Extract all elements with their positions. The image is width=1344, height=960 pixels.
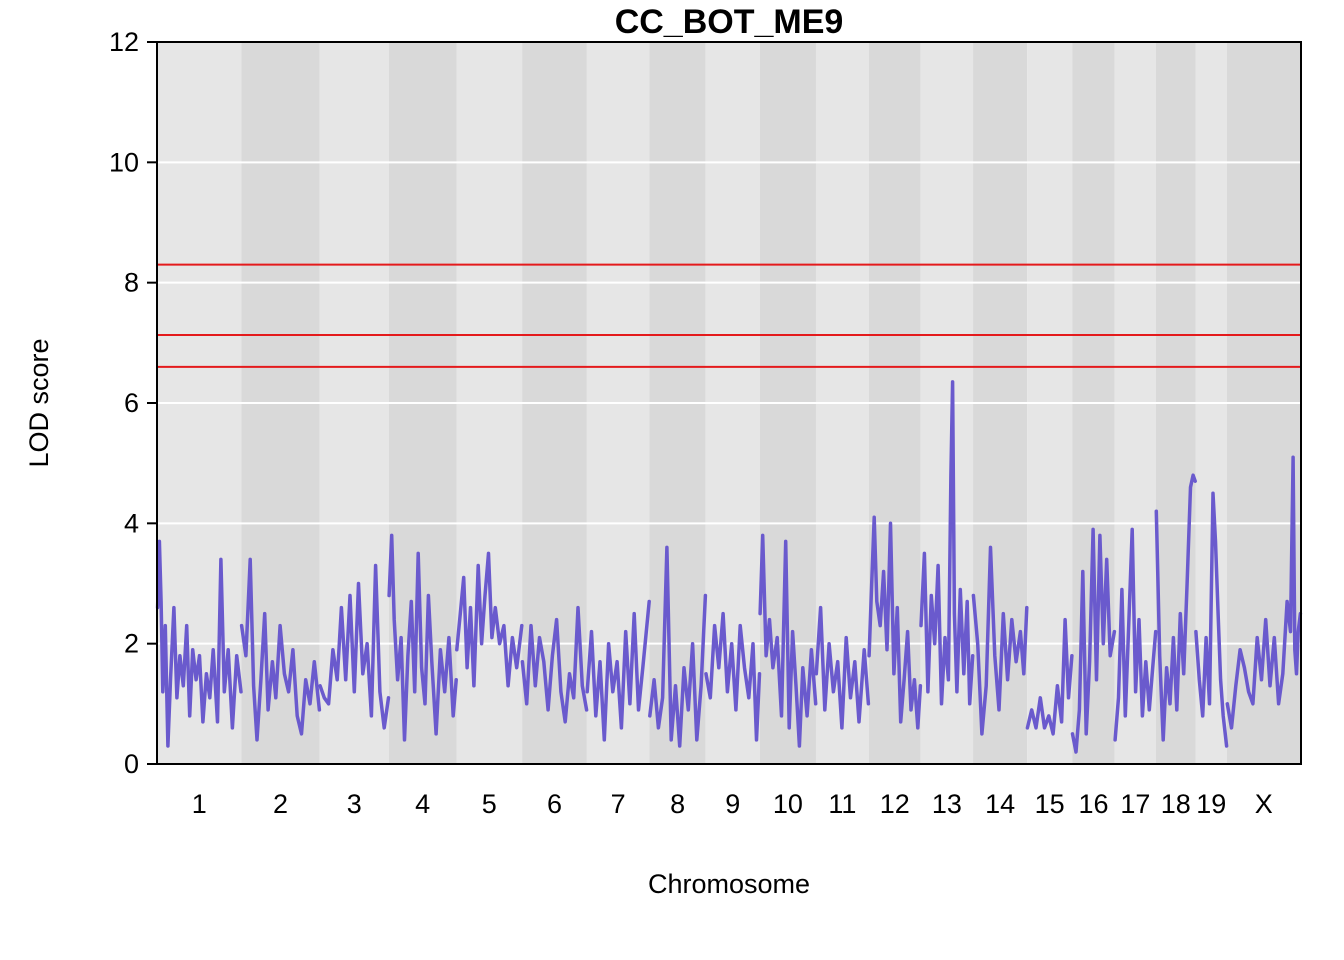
x-tick-label-8: 8	[670, 789, 685, 819]
lod-curve-chr-15	[1025, 617, 1074, 736]
y-axis-label: LOD score	[24, 338, 54, 467]
x-tick-label-16: 16	[1078, 789, 1108, 819]
x-tick-label-3: 3	[347, 789, 362, 819]
y-tick-label: 12	[109, 27, 139, 57]
threshold-lines	[157, 263, 1301, 368]
lod-curve-chr-8	[648, 545, 708, 748]
lod-curve-chr-3	[318, 563, 391, 730]
y-tick-label: 8	[124, 268, 139, 298]
lod-curve-chr-16	[1070, 527, 1117, 754]
x-tick-label-10: 10	[773, 789, 803, 819]
x-tick-label-X: X	[1255, 789, 1273, 819]
x-axis-label: Chromosome	[648, 869, 810, 899]
lod-curve-chr-5	[455, 551, 524, 688]
lod-curve-chr-2	[239, 557, 322, 742]
y-tick-label: 10	[109, 147, 139, 177]
chart-title: CC_BOT_ME9	[615, 3, 844, 41]
x-tick-label-19: 19	[1196, 789, 1226, 819]
x-tick-label-14: 14	[985, 789, 1015, 819]
x-tick-label-2: 2	[273, 789, 288, 819]
lod-curve-chr-6	[520, 605, 589, 724]
lod-curve-chr-9	[704, 611, 762, 742]
lod-curve-chr-11	[814, 605, 871, 730]
y-tick-label: 4	[124, 508, 139, 538]
lod-curve-chr-18	[1154, 473, 1197, 742]
lod-curve-chr-4	[387, 533, 458, 742]
y-tick-label: 6	[124, 388, 139, 418]
lod-curve-chr-1	[155, 539, 243, 748]
x-tick-label-12: 12	[880, 789, 910, 819]
lod-curve-chr-13	[919, 380, 975, 706]
y-axis: 0 2 4 6 8 10 12	[109, 27, 157, 779]
x-tick-label-7: 7	[611, 789, 626, 819]
x-tick-label-5: 5	[482, 789, 497, 819]
lod-curve-chr-12	[867, 515, 923, 730]
lod-curve	[155, 380, 1303, 754]
y-tick-label: 2	[124, 629, 139, 659]
x-tick-label-17: 17	[1120, 789, 1150, 819]
lod-curve-chr-19	[1194, 491, 1229, 748]
x-tick-label-18: 18	[1161, 789, 1191, 819]
lod-curve-chr-X	[1225, 455, 1303, 730]
x-tick-label-11: 11	[828, 789, 856, 819]
x-tick-label-1: 1	[192, 789, 207, 819]
x-tick-label-4: 4	[415, 789, 430, 819]
lod-curve-chr-7	[585, 599, 651, 742]
y-tick-label: 0	[124, 749, 139, 779]
x-tick-label-15: 15	[1035, 789, 1065, 819]
x-tick-label-9: 9	[725, 789, 740, 819]
x-tick-label-6: 6	[547, 789, 562, 819]
x-axis: 1 2 3 4 5 6 7 8 9 10 11 12 13 14 15 16 17 18 19 X	[192, 789, 1273, 819]
lod-curve-chr-14	[971, 545, 1029, 736]
lod-curve-chr-10	[758, 533, 818, 748]
lod-curve-chr-17	[1113, 527, 1158, 742]
x-tick-label-13: 13	[932, 789, 962, 819]
